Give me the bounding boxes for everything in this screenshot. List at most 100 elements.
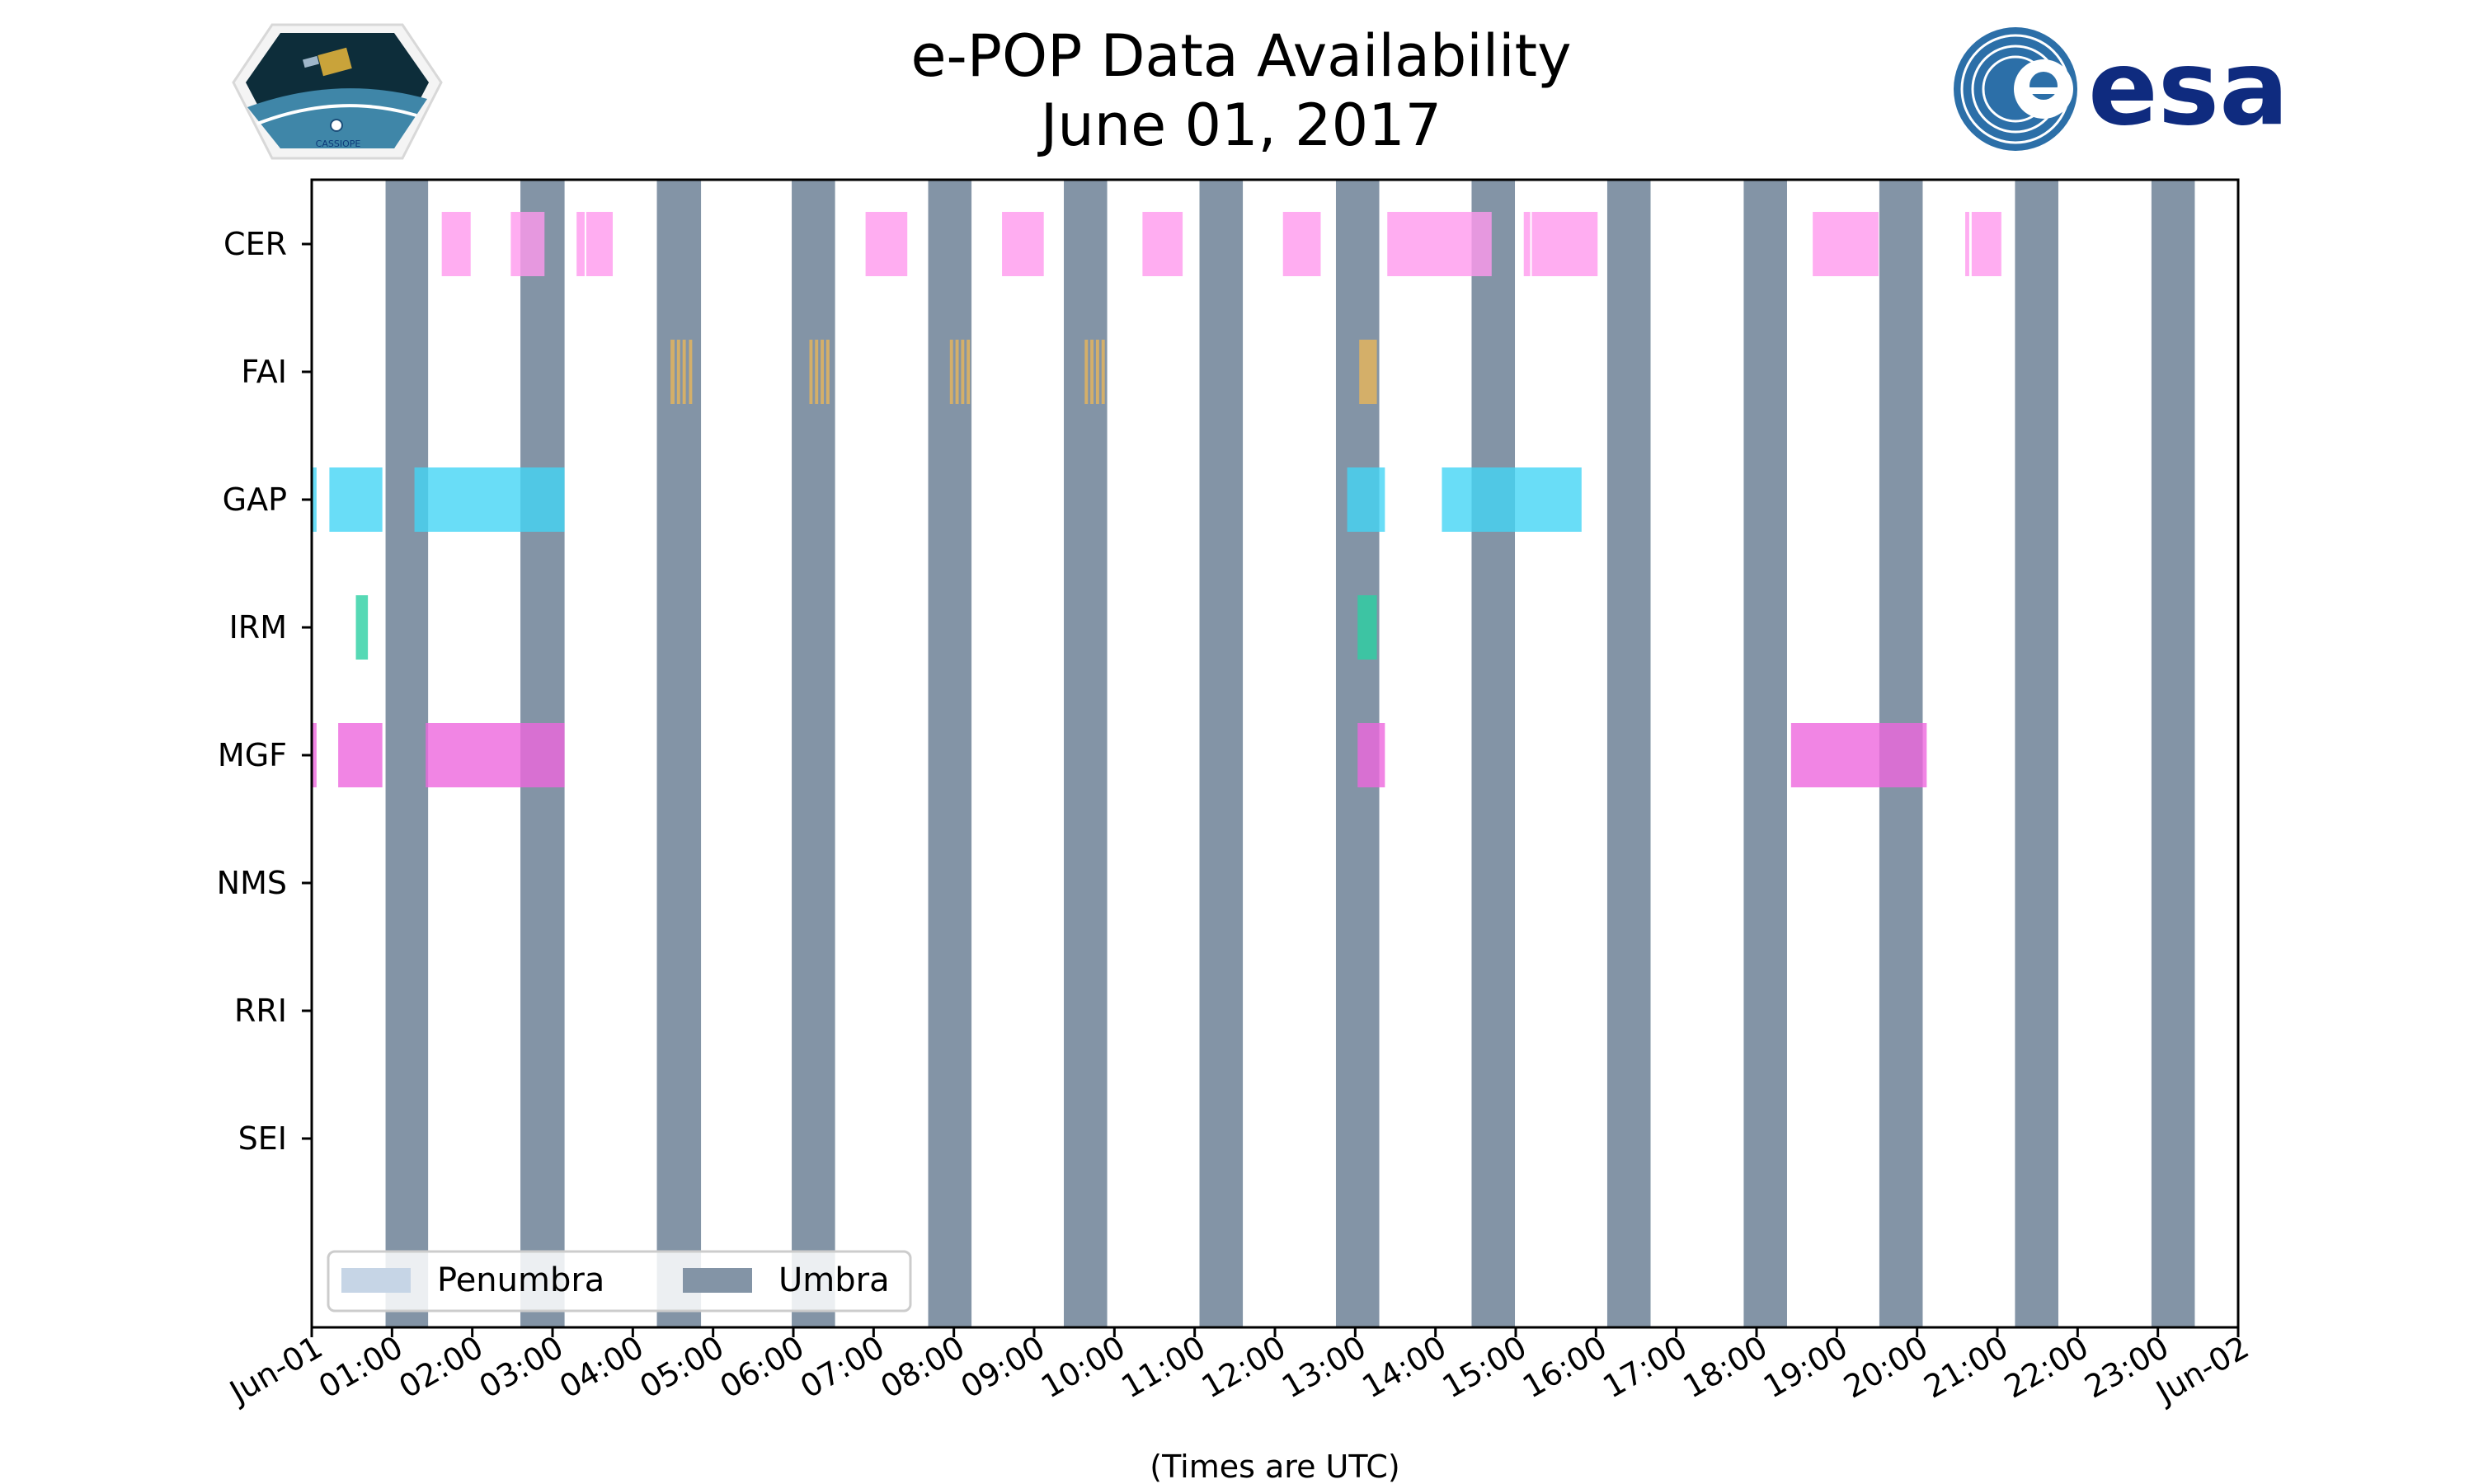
cer-interval-10: [1531, 212, 1598, 276]
fai-interval-14: [1095, 340, 1099, 404]
y-tick-mgf: MGF: [218, 737, 287, 773]
x-tick-3: 03:00: [473, 1329, 570, 1406]
fai-interval-12: [1084, 340, 1089, 404]
data-series: [312, 212, 2001, 787]
x-tick-10: 10:00: [1035, 1329, 1131, 1406]
legend-box: [327, 1250, 912, 1313]
x-tick-22: 22:00: [1998, 1329, 2095, 1406]
fai-interval-13: [1090, 340, 1094, 404]
x-tick-8: 08:00: [874, 1329, 971, 1406]
fai-interval-8: [949, 340, 953, 404]
x-tick-6: 06:00: [714, 1329, 811, 1406]
mgf-interval-2: [426, 723, 565, 787]
fai-interval-3: [689, 340, 693, 404]
x-tick-12: 12:00: [1196, 1329, 1292, 1406]
x-tick-2: 02:00: [393, 1329, 489, 1406]
gap-interval-2: [414, 467, 565, 532]
cassiope-logo: CASSIOPE: [232, 23, 443, 160]
x-tick-4: 04:00: [553, 1329, 650, 1406]
chart-subtitle: June 01, 2017: [1037, 92, 1442, 159]
y-tick-rri: RRI: [234, 993, 287, 1029]
fai-interval-1: [676, 340, 680, 404]
x-axis-label: (Times are UTC): [1150, 1449, 1399, 1484]
umbra-band-13: [2151, 180, 2195, 1327]
fai-interval-4: [809, 340, 813, 404]
legend-label-penumbra: Penumbra: [437, 1261, 604, 1299]
cer-interval-1: [510, 212, 545, 276]
esa-wordmark: esa: [2088, 29, 2289, 148]
x-tick-17: 17:00: [1597, 1329, 1693, 1406]
x-tick-13: 13:00: [1276, 1329, 1372, 1406]
x-tick-15: 15:00: [1437, 1329, 1533, 1406]
umbra-band-6: [1199, 180, 1244, 1327]
cer-interval-13: [1971, 212, 2001, 276]
legend-swatch-umbra: [683, 1268, 752, 1293]
y-tick-nms: NMS: [217, 865, 287, 901]
x-axis: Jun-0101:0002:0003:0004:0005:0006:0007:0…: [223, 1327, 2255, 1411]
gap-interval-4: [1442, 467, 1582, 532]
fai-interval-11: [967, 340, 971, 404]
fai-interval-0: [670, 340, 675, 404]
irm-interval-1: [1357, 595, 1377, 660]
legend: Penumbra Umbra: [327, 1250, 912, 1313]
cer-interval-11: [1813, 212, 1879, 276]
fai-interval-7: [825, 340, 830, 404]
x-tick-20: 20:00: [1837, 1329, 1934, 1406]
cer-interval-9: [1523, 212, 1531, 276]
fai-interval-5: [815, 340, 819, 404]
fai-interval-2: [682, 340, 686, 404]
x-tick-0: Jun-01: [223, 1329, 329, 1411]
mgf-interval-3: [1357, 723, 1385, 787]
x-tick-19: 19:00: [1757, 1329, 1854, 1406]
y-tick-gap: GAP: [223, 481, 287, 518]
gap-interval-0: [312, 467, 317, 532]
x-tick-5: 05:00: [633, 1329, 730, 1406]
legend-label-umbra: Umbra: [778, 1261, 890, 1299]
cer-interval-6: [1142, 212, 1183, 276]
plot-frame: [310, 178, 2240, 1329]
esa-logo: esa: [1954, 27, 2289, 151]
legend-swatch-penumbra: [341, 1268, 411, 1293]
x-tick-14: 14:00: [1356, 1329, 1452, 1406]
irm-interval-0: [355, 595, 369, 660]
cer-interval-12: [1965, 212, 1969, 276]
mgf-interval-1: [338, 723, 383, 787]
mgf-interval-0: [312, 723, 317, 787]
y-tick-cer: CER: [223, 226, 287, 262]
umbra-band-0: [385, 180, 429, 1327]
y-axis: CER FAI GAP IRM MGF NMS RRI SEI: [217, 226, 312, 1157]
x-tick-1: 01:00: [313, 1329, 409, 1406]
x-tick-24: Jun-02: [2149, 1329, 2255, 1411]
mgf-interval-4: [1790, 723, 1927, 787]
umbra-band-8: [1471, 180, 1516, 1327]
cer-interval-5: [1002, 212, 1044, 276]
cer-interval-7: [1282, 212, 1321, 276]
fai-interval-15: [1101, 340, 1105, 404]
umbra-band-12: [2015, 180, 2058, 1327]
y-tick-irm: IRM: [229, 609, 287, 646]
fai-interval-16: [1359, 340, 1377, 404]
umbra-band-9: [1606, 180, 1651, 1327]
x-tick-18: 18:00: [1677, 1329, 1774, 1406]
y-tick-fai: FAI: [241, 354, 287, 390]
chart-title: e-POP Data Availability: [910, 22, 1571, 90]
x-tick-9: 09:00: [955, 1329, 1051, 1406]
fai-interval-10: [961, 340, 965, 404]
x-tick-11: 11:00: [1115, 1329, 1211, 1406]
cer-interval-2: [576, 212, 585, 276]
cer-interval-3: [586, 212, 613, 276]
cer-interval-8: [1387, 212, 1492, 276]
fai-interval-6: [821, 340, 824, 404]
x-tick-7: 07:00: [794, 1329, 891, 1406]
y-tick-sei: SEI: [238, 1120, 287, 1157]
cassiope-caption: CASSIOPE: [316, 139, 361, 149]
cer-interval-0: [441, 212, 471, 276]
umbra-band-10: [1743, 180, 1787, 1327]
x-tick-16: 16:00: [1517, 1329, 1613, 1406]
gap-interval-1: [329, 467, 383, 532]
fai-interval-9: [955, 340, 959, 404]
x-tick-21: 21:00: [1918, 1329, 2015, 1406]
gap-interval-3: [1347, 467, 1385, 532]
cer-interval-4: [865, 212, 908, 276]
